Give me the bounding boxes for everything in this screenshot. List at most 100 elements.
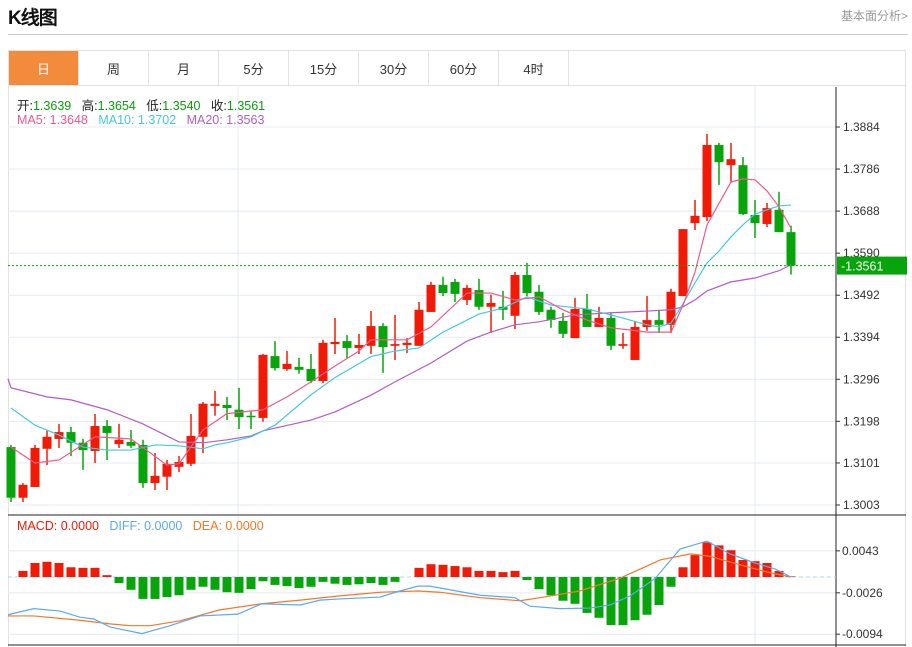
macd-bar [198, 577, 208, 587]
candle [618, 332, 628, 349]
candle [774, 191, 784, 233]
candle-body [486, 302, 496, 307]
candle-body [522, 275, 532, 294]
tab-15min[interactable]: 15分 [289, 51, 359, 85]
macd-bar [66, 567, 76, 577]
macd-bar [42, 561, 52, 577]
price-tick-label: 1.3101 [843, 456, 880, 470]
macd-bar [762, 562, 772, 577]
candle-body [594, 317, 604, 327]
macd-bar [102, 575, 112, 577]
candle-body [366, 326, 376, 346]
candle [402, 338, 412, 354]
ma20-line [7, 264, 792, 444]
macd-bar [186, 577, 196, 590]
fundamental-analysis-link[interactable]: 基本面分析> [840, 9, 908, 23]
dea-value: DEA: 0.0000 [192, 519, 264, 533]
macd-bar [450, 566, 460, 577]
dea-line [8, 553, 792, 627]
candle [306, 353, 316, 384]
candle-body [402, 342, 412, 345]
price-tick-label: 1.3003 [843, 498, 880, 512]
tab-4hour[interactable]: 4时 [499, 51, 569, 85]
macd-bar [366, 577, 376, 584]
candle [294, 357, 304, 374]
candle [30, 444, 40, 487]
candle-body [774, 209, 784, 233]
candle-body [18, 484, 28, 498]
candle-body [30, 447, 40, 487]
candle-body [66, 432, 76, 443]
candle-body [546, 309, 556, 321]
macd-bar [150, 577, 160, 599]
candle [690, 199, 700, 230]
ma5-line [10, 178, 792, 466]
candle-body [246, 415, 256, 418]
candle [414, 302, 424, 346]
macd-bar [642, 577, 652, 615]
macd-bar [210, 577, 220, 590]
macd-bar [690, 555, 700, 577]
price-tick-label: 1.3884 [843, 120, 880, 134]
candle [366, 311, 376, 354]
candle-body [558, 320, 568, 334]
macd-bar [594, 577, 604, 618]
candle-body [150, 475, 160, 484]
candle-body [90, 426, 100, 451]
macd-bar [90, 567, 100, 577]
price-tick-label: 1.3786 [843, 162, 880, 176]
candle-body [114, 439, 124, 445]
ohlc-info: 开:1.3639 高:1.3654 低:1.3540 收:1.3561 [17, 95, 265, 114]
candle [222, 396, 232, 421]
candle [198, 402, 208, 454]
macd-bar [582, 577, 592, 613]
candle-body [306, 368, 316, 382]
period-tabs: 日 周 月 5分 15分 30分 60分 4时 [8, 50, 906, 86]
candle-body [666, 291, 676, 325]
macd-bar [546, 577, 556, 596]
macd-bar [654, 577, 664, 606]
tab-week[interactable]: 周 [79, 51, 149, 85]
macd-bar [606, 577, 616, 626]
candle [90, 414, 100, 463]
tab-5min[interactable]: 5分 [219, 51, 289, 85]
tab-month[interactable]: 月 [149, 51, 219, 85]
candle-body [450, 281, 460, 294]
candle [486, 294, 496, 333]
candle [678, 229, 688, 297]
candle-body [138, 444, 148, 484]
candle-body [738, 165, 748, 215]
macd-tick-label: -0.0026 [842, 586, 883, 600]
candle [726, 142, 736, 183]
tab-30min[interactable]: 30分 [359, 51, 429, 85]
price-tick-label: 1.3492 [843, 288, 880, 302]
candle-body [342, 341, 352, 348]
macd-bar [318, 577, 328, 582]
candle-body [642, 320, 652, 327]
candle [234, 387, 244, 430]
candle [582, 293, 592, 327]
macd-bar [18, 570, 28, 577]
macd-bar [630, 577, 640, 621]
page-title: K线图 [8, 8, 58, 29]
close-label: 收: [210, 99, 227, 113]
candle [102, 420, 112, 460]
macd-tick-label: -0.0094 [842, 627, 883, 641]
tab-day[interactable]: 日 [9, 51, 79, 85]
candle-body [690, 215, 700, 224]
macd-bar [330, 577, 340, 584]
candle-body [606, 317, 616, 346]
header-divider [8, 34, 908, 35]
macd-value: MACD: 0.0000 [17, 519, 99, 533]
candle [246, 411, 256, 430]
macd-bar [162, 577, 172, 598]
candle [318, 339, 328, 384]
candle [786, 225, 796, 275]
tab-60min[interactable]: 60分 [429, 51, 499, 85]
candle [186, 414, 196, 466]
macd-bar [474, 570, 484, 577]
price-tick-label: 1.3688 [843, 204, 880, 218]
macd-bar [558, 577, 568, 601]
candle [750, 199, 760, 239]
